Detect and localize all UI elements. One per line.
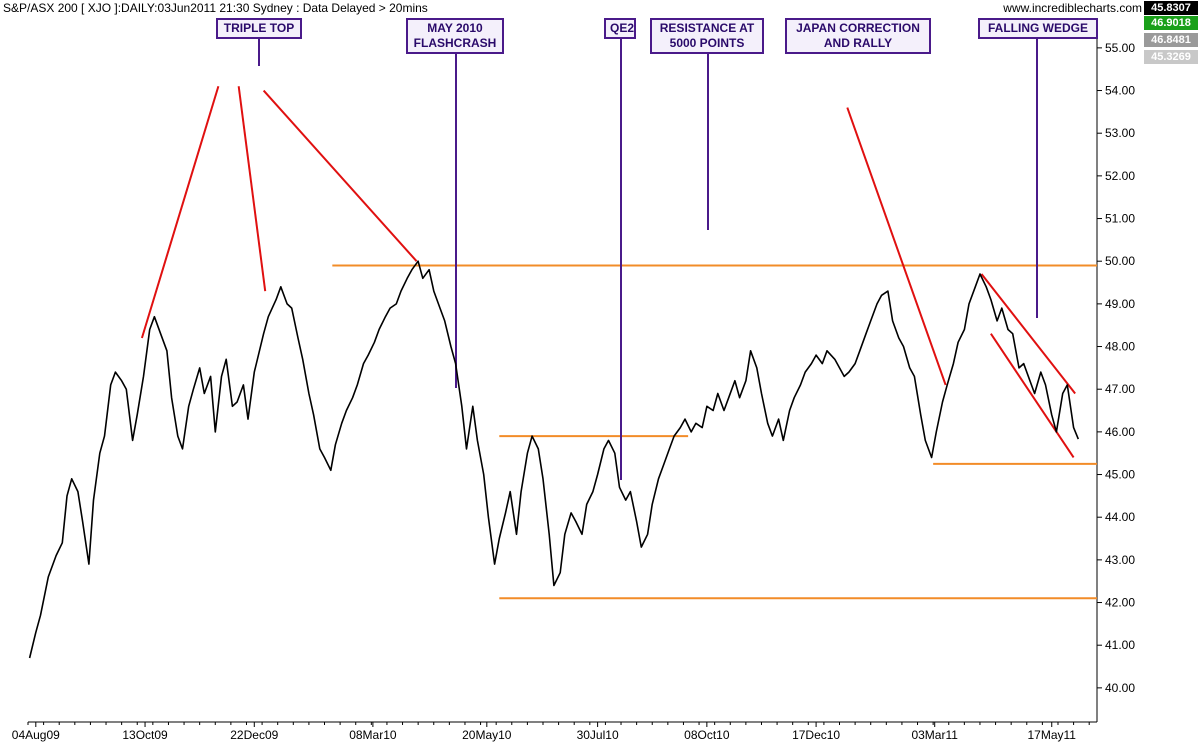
y-tick-label: 44.00 [1105, 510, 1135, 524]
x-tick-label: 03Mar11 [911, 728, 958, 742]
value-box-low: 45.3269 [1144, 50, 1198, 64]
trend-line [980, 273, 1076, 395]
y-tick-label: 51.00 [1105, 212, 1135, 226]
annotation-japan: JAPAN CORRECTION AND RALLY [785, 18, 931, 54]
y-tick-label: 42.00 [1105, 596, 1135, 610]
x-tick-label: 30Jul10 [577, 728, 619, 742]
x-tick-label: 17May11 [1028, 728, 1077, 742]
x-ticks: 04Aug09 13Oct09 22Dec09 08Mar10 20May10 30Jul… [12, 722, 1090, 742]
x-tick-label: 13Oct09 [122, 728, 168, 742]
annotation-resistance-line1: RESISTANCE AT [659, 21, 755, 35]
chart-header-title: S&P/ASX 200 [ XJO ]:DAILY:03Jun2011 21:3… [3, 1, 428, 15]
annotation-qe2: QE2 [604, 18, 636, 39]
x-tick-label: 22Dec09 [230, 728, 278, 742]
price-series [28, 260, 1080, 659]
annotation-resistance-line2: 5000 POINTS [669, 36, 745, 50]
trend-line [846, 107, 947, 386]
y-tick-label: 55.00 [1105, 41, 1135, 55]
y-tick-label: 52.00 [1105, 169, 1135, 183]
annotation-japan-line2: AND RALLY [823, 36, 893, 50]
trend-line [990, 333, 1075, 459]
price-line [28, 260, 1080, 659]
x-tick-label: 20May10 [462, 728, 512, 742]
trend-lines [140, 85, 1076, 459]
annotation-callout-lines [258, 37, 1038, 480]
annotation-triple-top: TRIPLE TOP [216, 18, 302, 39]
value-box-high: 46.9018 [1144, 16, 1198, 30]
value-box-open: 46.8481 [1144, 33, 1198, 47]
x-tick-label: 04Aug09 [12, 728, 60, 742]
annotation-falling-wedge: FALLING WEDGE [978, 18, 1098, 39]
y-tick-label: 54.00 [1105, 84, 1135, 98]
site-url[interactable]: www.incrediblecharts.com [1003, 1, 1142, 15]
y-tick-label: 41.00 [1105, 638, 1135, 652]
value-box-last: 45.8307 [1144, 1, 1198, 15]
y-tick-label: 47.00 [1105, 382, 1135, 396]
y-tick-label: 43.00 [1105, 553, 1135, 567]
annotation-flashcrash-line2: FLASHCRASH [413, 36, 497, 50]
trend-line [262, 89, 418, 262]
y-ticks: 40.00 41.00 42.00 43.00 44.00 45.00 46.00 47.00… [1097, 41, 1135, 695]
annotation-japan-line1: JAPAN CORRECTION [796, 21, 920, 35]
y-tick-label: 45.00 [1105, 468, 1135, 482]
y-tick-label: 53.00 [1105, 126, 1135, 140]
axes [28, 18, 1098, 723]
support-resistance-lines [332, 264, 1097, 600]
annotation-triple-top-line1: TRIPLE TOP [223, 21, 295, 35]
y-tick-label: 46.00 [1105, 425, 1135, 439]
y-tick-label: 40.00 [1105, 681, 1135, 695]
y-tick-label: 48.00 [1105, 340, 1135, 354]
x-tick-label: 08Mar10 [349, 728, 397, 742]
x-tick-label: 17Dec10 [792, 728, 840, 742]
y-tick-label: 49.00 [1105, 297, 1135, 311]
y-tick-label: 50.00 [1105, 254, 1135, 268]
annotation-qe2-line1: QE2 [610, 21, 635, 35]
x-tick-label: 08Oct10 [684, 728, 730, 742]
annotation-flashcrash-line1: MAY 2010 [427, 21, 483, 35]
trend-line [140, 85, 220, 339]
annotation-flashcrash: MAY 2010 FLASHCRASH [406, 18, 504, 54]
annotation-resistance: RESISTANCE AT 5000 POINTS [650, 18, 764, 54]
annotation-falling-wedge-line1: FALLING WEDGE [988, 21, 1088, 35]
trend-line [237, 86, 267, 292]
